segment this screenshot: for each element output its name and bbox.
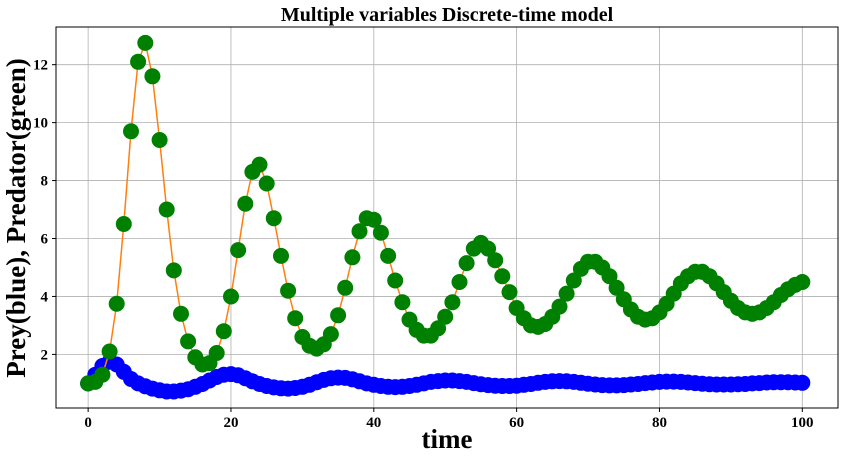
predator-point — [487, 252, 504, 269]
predator-point — [258, 175, 275, 192]
predator-point — [451, 274, 468, 290]
x-axis-label: time — [422, 424, 473, 454]
predator-point — [101, 343, 118, 360]
predator-point — [565, 272, 582, 289]
predator-point — [280, 282, 297, 299]
predator-point — [337, 279, 354, 296]
predator-point — [287, 310, 304, 327]
predator-point — [458, 255, 475, 272]
predator-point — [365, 211, 382, 228]
x-tick-label: 60 — [509, 415, 524, 431]
y-tick-label: 6 — [41, 232, 49, 248]
predator-point — [380, 247, 397, 264]
predator-point — [551, 298, 568, 315]
predator-point — [501, 284, 518, 301]
predator-point — [165, 262, 182, 279]
predator-point — [322, 326, 339, 343]
predator-point — [137, 34, 154, 51]
predator-point — [394, 294, 411, 311]
predator-point — [230, 242, 247, 259]
predator-point — [601, 268, 618, 285]
predator-point — [794, 274, 811, 290]
predator-point — [251, 156, 268, 173]
series-layer — [80, 34, 811, 400]
predator-point — [180, 333, 197, 350]
grid — [56, 27, 838, 408]
prey-point — [794, 374, 811, 391]
y-tick-label: 8 — [41, 174, 49, 190]
predator-point — [151, 132, 168, 148]
predator-point — [437, 308, 454, 325]
y-axis-label: Prey(blue), Predator(green) — [1, 58, 31, 377]
predator-line — [87, 40, 803, 385]
predator-point — [215, 323, 232, 340]
predator-point — [608, 279, 625, 296]
predator-point — [115, 216, 132, 232]
predator-point — [387, 272, 404, 289]
predator-point — [123, 123, 139, 140]
predator-point — [130, 53, 147, 70]
ticks: 0 20 40 60 80 100 2 4 6 8 10 12 — [33, 58, 814, 431]
predator-point — [558, 285, 575, 302]
predator-point — [344, 249, 361, 266]
y-tick-label: 12 — [33, 58, 48, 74]
predator-point — [330, 307, 347, 324]
x-tick-label: 20 — [223, 415, 238, 431]
y-tick-label: 4 — [41, 289, 49, 305]
y-tick-label: 10 — [33, 116, 48, 132]
x-tick-label: 40 — [366, 415, 381, 431]
predator-point — [351, 223, 368, 240]
predator-point — [108, 295, 125, 312]
prey-series — [80, 353, 811, 400]
predator-point — [237, 195, 254, 212]
predator-point — [223, 288, 239, 305]
predator-point — [494, 268, 511, 285]
predator-point — [158, 201, 175, 218]
predator-point — [208, 345, 225, 361]
predator-point — [273, 247, 289, 264]
predator-point — [144, 68, 161, 85]
plot-frame — [55, 26, 839, 409]
x-tick-label: 80 — [652, 415, 667, 431]
chart-title: Multiple variables Discrete-time model — [281, 4, 614, 26]
predator-series — [80, 34, 811, 392]
predator-point — [173, 305, 189, 322]
predator-point — [94, 366, 111, 383]
predator-point — [444, 294, 461, 311]
x-tick-label: 0 — [84, 415, 92, 431]
predator-point — [265, 210, 282, 227]
y-tick-label: 2 — [41, 347, 49, 363]
predator-point — [430, 320, 447, 337]
predator-point — [480, 240, 497, 257]
predator-point — [372, 224, 389, 241]
x-tick-label: 100 — [791, 415, 814, 431]
